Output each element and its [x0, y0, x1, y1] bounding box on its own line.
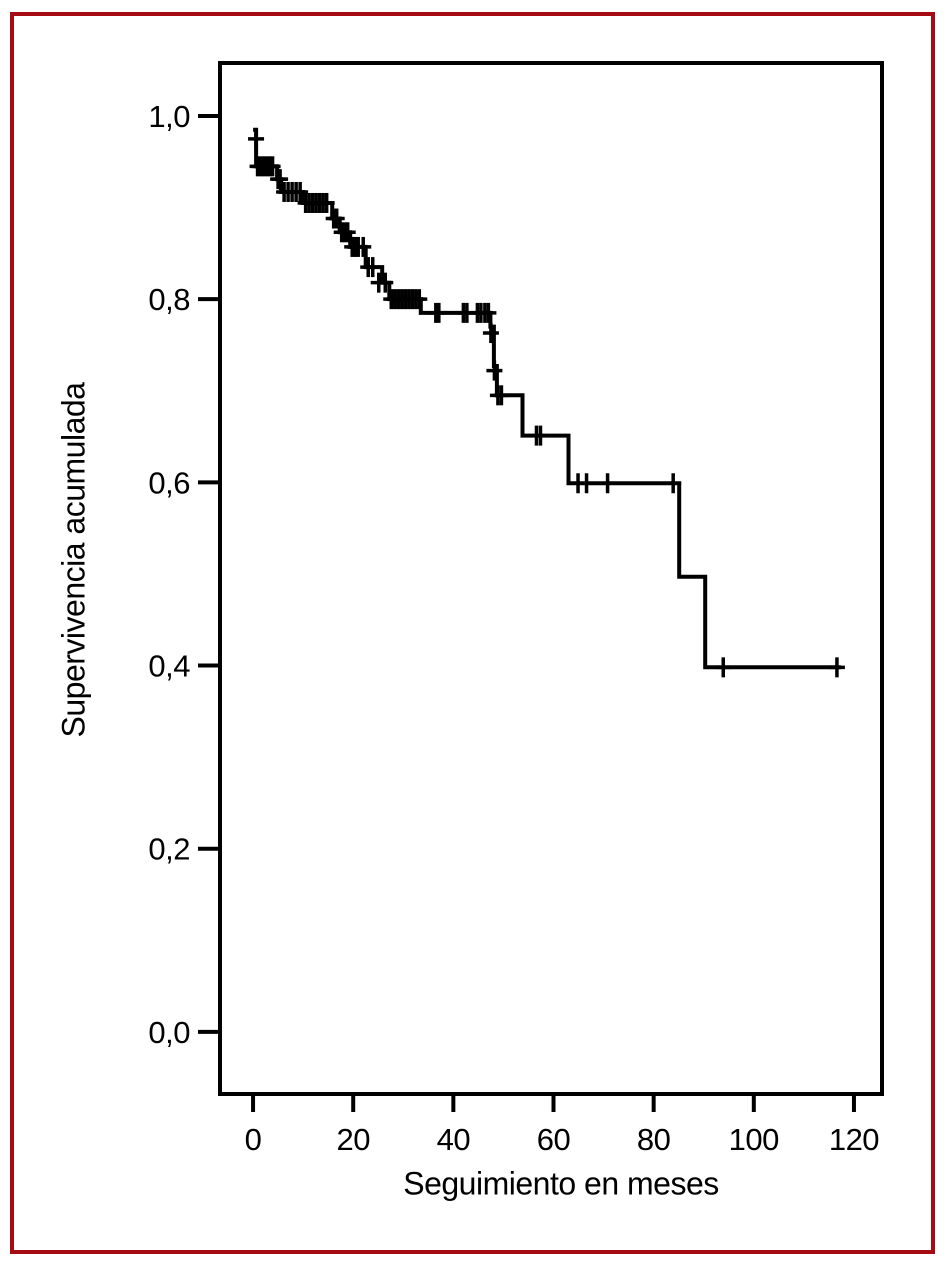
x-tick-label: 20 — [336, 1122, 370, 1157]
x-tick-label: 100 — [729, 1122, 779, 1157]
x-tick-label: 40 — [437, 1122, 471, 1157]
y-tick-label: 0,4 — [148, 649, 190, 684]
page-border — [10, 12, 935, 1254]
survival-curve — [253, 127, 841, 670]
x-axis-title: Seguimiento en meses — [403, 1165, 719, 1202]
x-tick-label: 80 — [637, 1122, 671, 1157]
y-tick-label: 0,0 — [148, 1015, 190, 1050]
x-axis-ticks: 0 20 40 60 80 100 120 — [245, 1096, 880, 1157]
x-tick-label: 0 — [245, 1122, 262, 1157]
y-tick-label: 0,6 — [148, 465, 190, 500]
y-tick-label: 1,0 — [148, 99, 190, 134]
y-axis-ticks: 0,0 0,2 0,4 0,6 0,8 1,0 — [148, 99, 218, 1050]
y-tick-label: 0,2 — [148, 832, 190, 867]
censor-marks — [248, 128, 845, 678]
x-tick-label: 120 — [829, 1122, 879, 1157]
x-tick-label: 60 — [537, 1122, 571, 1157]
y-tick-label: 0,8 — [148, 282, 190, 317]
plot-frame — [218, 61, 884, 1096]
